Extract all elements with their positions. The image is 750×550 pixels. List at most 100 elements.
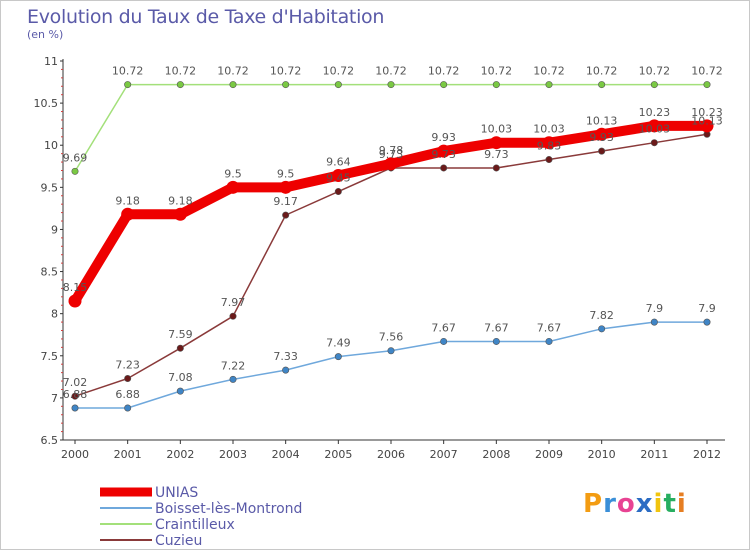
data-label-unias: 9.5 [224, 167, 242, 180]
data-label-unias: 10.03 [481, 123, 513, 136]
data-point-cuzieu [440, 164, 448, 172]
x-tick-label: 2010 [588, 448, 616, 461]
data-label-cuzieu: 9.17 [273, 195, 298, 208]
data-label-craintilleux: 10.72 [481, 65, 513, 78]
data-label-cuzieu: 9.73 [484, 148, 509, 161]
data-point-boisset-les-montrond [650, 318, 658, 326]
data-point-craintilleux [492, 81, 500, 89]
data-label-craintilleux: 10.72 [428, 65, 460, 78]
data-point-craintilleux [176, 81, 184, 89]
logo-letter: x [635, 489, 654, 519]
data-label-unias: 10.23 [691, 106, 723, 119]
data-point-craintilleux [334, 81, 342, 89]
data-point-craintilleux [440, 81, 448, 89]
legend-label-boisset-les-montrond: Boisset-lès-Montrond [155, 501, 302, 517]
data-label-craintilleux: 10.72 [217, 65, 249, 78]
data-label-cuzieu: 9.73 [379, 148, 404, 161]
data-label-boisset-les-montrond: 7.67 [431, 321, 456, 334]
series-line-cuzieu [74, 133, 708, 397]
data-point-craintilleux [387, 81, 395, 89]
x-tick-label: 2008 [482, 448, 510, 461]
data-label-unias: 9.5 [277, 167, 295, 180]
data-label-craintilleux: 10.72 [165, 65, 197, 78]
data-label-boisset-les-montrond: 7.22 [221, 359, 246, 372]
data-point-unias [279, 180, 293, 194]
data-point-unias [331, 169, 345, 183]
data-label-unias: 9.18 [115, 194, 140, 207]
data-label-craintilleux: 10.72 [375, 65, 407, 78]
y-tick-label: 7 [51, 392, 58, 405]
x-tick-label: 2003 [219, 448, 247, 461]
x-tick-label: 2004 [272, 448, 300, 461]
x-tick-label: 2007 [430, 448, 458, 461]
data-label-craintilleux: 10.72 [586, 65, 618, 78]
data-point-cuzieu [282, 211, 290, 219]
data-label-boisset-les-montrond: 7.08 [168, 371, 193, 384]
data-point-boisset-les-montrond [334, 353, 342, 361]
data-label-unias: 8.15 [63, 281, 88, 294]
data-point-cuzieu [229, 312, 237, 320]
data-point-unias [68, 294, 82, 308]
data-point-unias [121, 207, 135, 221]
data-label-craintilleux: 10.72 [533, 65, 565, 78]
x-tick-label: 2011 [640, 448, 668, 461]
data-point-unias [595, 127, 609, 141]
data-point-unias [489, 136, 503, 150]
data-label-cuzieu: 9.83 [537, 140, 562, 153]
data-point-boisset-les-montrond [545, 337, 553, 345]
data-label-cuzieu: 10.03 [639, 123, 671, 136]
data-point-cuzieu [124, 375, 132, 383]
data-point-boisset-les-montrond [598, 325, 606, 333]
data-point-boisset-les-montrond [71, 404, 79, 412]
data-point-boisset-les-montrond [229, 375, 237, 383]
data-label-unias: 10.23 [639, 106, 671, 119]
data-point-cuzieu [176, 344, 184, 352]
x-tick-label: 2002 [166, 448, 194, 461]
logo-letter: i [676, 489, 687, 519]
y-tick-label: 7.5 [41, 350, 59, 363]
data-point-craintilleux [650, 81, 658, 89]
legend: UNIASBoisset-lès-MontrondCraintilleuxCuz… [100, 485, 302, 549]
data-label-cuzieu: 7.02 [63, 376, 88, 389]
data-point-craintilleux [124, 81, 132, 89]
data-point-craintilleux [703, 81, 711, 89]
y-tick-label: 9 [51, 223, 58, 236]
y-tick-label: 10.5 [34, 97, 59, 110]
series-layer [68, 81, 714, 412]
data-label-boisset-les-montrond: 7.49 [326, 337, 351, 350]
data-point-cuzieu [492, 164, 500, 172]
x-tick-label: 2001 [114, 448, 142, 461]
data-label-craintilleux: 9.69 [63, 151, 88, 164]
data-point-unias [226, 180, 240, 194]
data-point-unias [700, 119, 714, 133]
data-label-craintilleux: 10.72 [639, 65, 671, 78]
data-label-boisset-les-montrond: 7.56 [379, 331, 404, 344]
y-tick-label: 6.5 [41, 434, 59, 447]
data-label-cuzieu: 9.45 [326, 172, 351, 185]
data-point-craintilleux [545, 81, 553, 89]
legend-label-unias: UNIAS [155, 485, 198, 501]
data-label-cuzieu: 10.13 [691, 114, 723, 127]
axes: 6.5 7 7.5 8 8.5 9 9.5 10 10.5 11 2000 2001 2002 2003 2… [34, 55, 725, 461]
data-label-unias: 9.64 [326, 156, 351, 169]
data-point-boisset-les-montrond [176, 387, 184, 395]
y-tick-label: 11 [44, 55, 58, 68]
data-label-craintilleux: 10.72 [323, 65, 355, 78]
legend-label-craintilleux: Craintilleux [155, 517, 235, 533]
data-point-cuzieu [650, 139, 658, 147]
data-point-craintilleux [282, 81, 290, 89]
x-tick-label: 2005 [324, 448, 352, 461]
data-point-craintilleux [71, 167, 79, 175]
data-label-unias: 9.93 [431, 131, 456, 144]
data-label-boisset-les-montrond: 6.88 [63, 388, 88, 401]
y-tick-label: 9.5 [41, 181, 59, 194]
x-tick-label: 2012 [693, 448, 721, 461]
data-label-boisset-les-montrond: 7.67 [484, 321, 509, 334]
data-label-boisset-les-montrond: 7.9 [698, 302, 716, 315]
data-label-boisset-les-montrond: 7.9 [646, 302, 664, 315]
data-point-cuzieu [71, 392, 79, 400]
data-label-craintilleux: 10.72 [691, 65, 723, 78]
data-label-cuzieu: 7.59 [168, 328, 193, 341]
